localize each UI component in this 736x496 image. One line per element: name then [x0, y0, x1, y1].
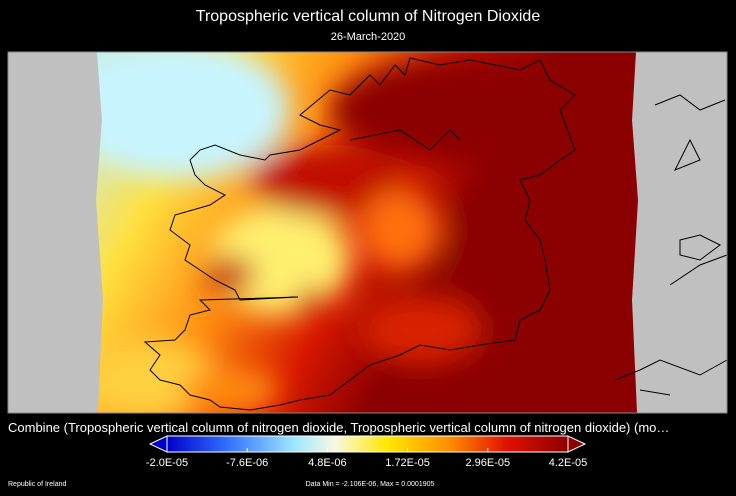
colorbar-tick-label: 2.96E-05 — [465, 457, 510, 469]
field-blobs — [96, 52, 638, 413]
colorbar-scale — [166, 435, 569, 453]
footer-data-range: Data Min = -2.106E-06, Max = 0.0001905 — [306, 481, 435, 488]
title: Tropospheric vertical column of Nitrogen… — [196, 8, 541, 25]
colorbar-tick-label: 4.2E-05 — [549, 457, 588, 469]
colorbar-tick-label: -2.0E-05 — [146, 457, 188, 469]
colorbar-tick-label: 1.72E-05 — [385, 457, 430, 469]
colorbar-over — [567, 435, 587, 453]
colorbar-tick-label: -7.6E-06 — [226, 457, 268, 469]
subtitle: 26-March-2020 — [331, 31, 406, 43]
coastline — [143, 57, 728, 411]
no2-field — [96, 52, 638, 413]
colorbar-tick-label: 4.8E-06 — [308, 457, 347, 469]
map-frame — [7, 51, 728, 414]
caption: Combine (Tropospheric vertical column of… — [8, 420, 669, 435]
map — [7, 51, 728, 414]
footer-region: Republic of Ireland — [8, 481, 66, 488]
colorbar: -2.0E-05 -7.6E-06 4.8E-06 1.72E-05 2.96E-05 4… — [146, 435, 588, 469]
colorbar-under — [148, 435, 168, 453]
